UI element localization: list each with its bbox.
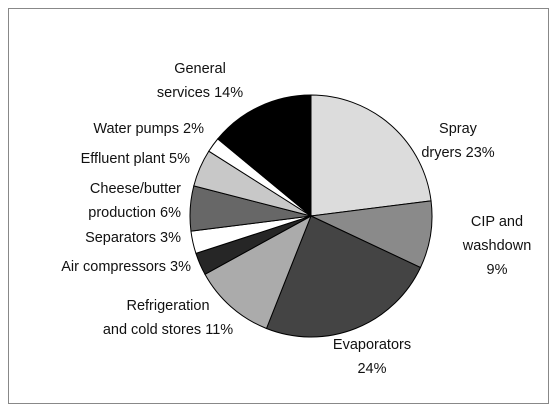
pie-slice <box>204 214 312 330</box>
slice-label: Effluent plant 5% <box>81 147 190 171</box>
slice-label: Evaporators 24% <box>333 333 411 381</box>
pie-slice <box>265 215 422 338</box>
value-label: 6% <box>160 205 181 221</box>
pie-slice <box>217 94 312 218</box>
value-label: 24% <box>357 361 387 377</box>
slice-label: Cheese/butter production 6% <box>88 177 181 225</box>
slice-label: Spray dryers 23% <box>421 117 494 165</box>
category-label: Separators <box>85 230 156 246</box>
value-label: 3% <box>170 259 191 275</box>
value-label: 14% <box>214 85 244 101</box>
slice-label: CIP and washdown 9% <box>463 210 532 282</box>
slice-label: Refrigeration and cold stores 11% <box>103 294 233 342</box>
category-label: Effluent plant <box>80 151 165 167</box>
value-label: 5% <box>169 151 190 167</box>
frame <box>8 8 549 404</box>
slice-label: Air compressors 3% <box>61 255 191 279</box>
slice-label: Water pumps 2% <box>93 117 204 141</box>
slice-label: General services 14% <box>157 57 243 105</box>
value-label: 3% <box>160 230 181 246</box>
category-label: Spray dryers <box>421 121 477 161</box>
category-label: Cheese/butter production <box>88 181 181 221</box>
category-label: Air compressors <box>61 259 166 275</box>
category-label: Water pumps <box>93 121 179 137</box>
pie-slice <box>310 94 432 217</box>
category-label: Refrigeration and cold stores <box>102 298 210 338</box>
slice-label: Separators 3% <box>85 226 181 250</box>
category-label: General services <box>156 61 226 101</box>
value-label: 2% <box>183 121 204 137</box>
category-label: Evaporators <box>332 337 412 353</box>
value-label: 23% <box>465 145 495 161</box>
value-label: 11% <box>205 322 234 338</box>
category-label: CIP and washdown <box>462 214 532 254</box>
value-label: 9% <box>486 262 508 278</box>
